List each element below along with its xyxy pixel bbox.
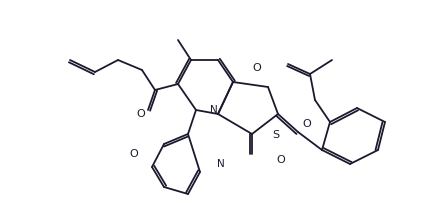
- Text: O: O: [253, 63, 262, 73]
- Text: O: O: [276, 155, 285, 165]
- Text: N: N: [217, 159, 225, 169]
- Text: N: N: [210, 105, 218, 115]
- Text: O: O: [303, 119, 312, 129]
- Text: O: O: [137, 109, 146, 119]
- Text: S: S: [273, 130, 279, 140]
- Text: O: O: [130, 149, 138, 159]
